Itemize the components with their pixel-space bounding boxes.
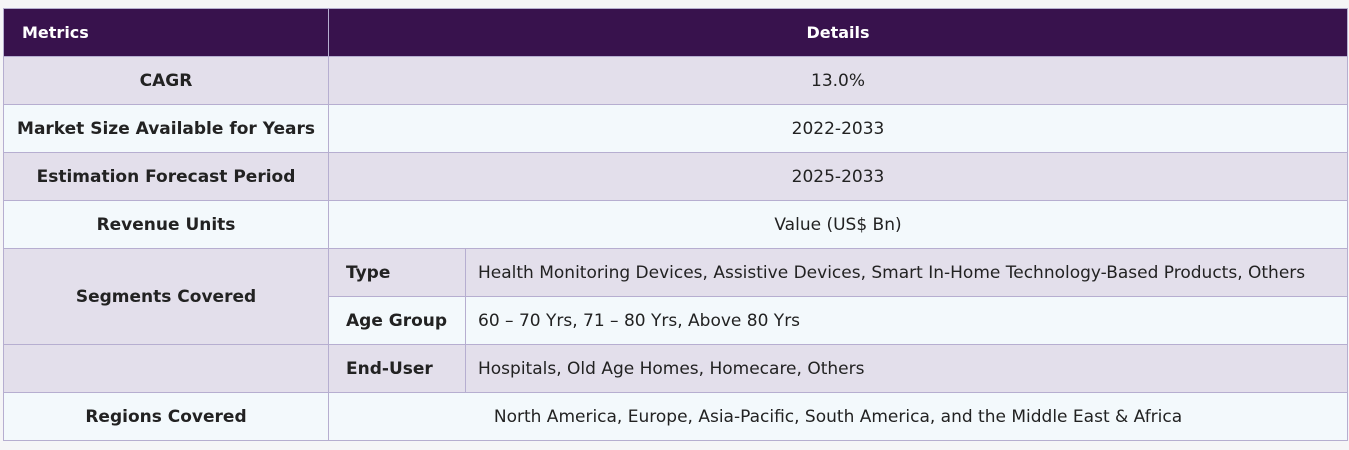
table-header-row: Metrics Details (3, 8, 1349, 57)
header-metrics: Metrics (3, 8, 329, 57)
segment-value: 60 – 70 Yrs, 71 – 80 Yrs, Above 80 Yrs (464, 296, 1349, 345)
metric-value: Value (US$ Bn) (327, 200, 1349, 249)
segment-name: Type (328, 248, 466, 297)
metric-label: CAGR (3, 56, 329, 105)
metric-label: Regions Covered (3, 392, 329, 441)
metric-label-empty (3, 344, 329, 393)
table-row-revenue-units: Revenue Units Value (US$ Bn) (3, 200, 1349, 249)
table-row-segment-type: Segments Covered Type Health Monitoring … (3, 248, 1349, 345)
segment-name: End-User (328, 344, 466, 393)
table-row-regions: Regions Covered North America, Europe, A… (3, 392, 1349, 441)
table-row-cagr: CAGR 13.0% (3, 56, 1349, 105)
table-row-segment-end-user: End-User Hospitals, Old Age Homes, Homec… (3, 344, 1349, 393)
metric-label: Estimation Forecast Period (3, 152, 329, 201)
segment-name: Age Group (328, 296, 466, 345)
metric-value: 13.0% (327, 56, 1349, 105)
metric-label: Revenue Units (3, 200, 329, 249)
metric-value: North America, Europe, Asia-Pacific, Sou… (327, 392, 1349, 441)
metric-label: Market Size Available for Years (3, 104, 329, 153)
segment-value: Health Monitoring Devices, Assistive Dev… (464, 248, 1349, 297)
report-scope-table: Metrics Details CAGR 13.0% Market Size A… (3, 8, 1349, 441)
segment-value: Hospitals, Old Age Homes, Homecare, Othe… (464, 344, 1349, 393)
table-row-market-size: Market Size Available for Years 2022-203… (3, 104, 1349, 153)
metric-value: 2022-2033 (327, 104, 1349, 153)
metric-value: 2025-2033 (327, 152, 1349, 201)
table-row-forecast: Estimation Forecast Period 2025-2033 (3, 152, 1349, 201)
table-row-segment-age-group: Age Group 60 – 70 Yrs, 71 – 80 Yrs, Abov… (4, 296, 1349, 345)
metric-label-segments: Segments Covered (3, 248, 329, 345)
header-details: Details (327, 8, 1349, 57)
report-scope-table-wrapper: Metrics Details CAGR 13.0% Market Size A… (3, 8, 1349, 441)
